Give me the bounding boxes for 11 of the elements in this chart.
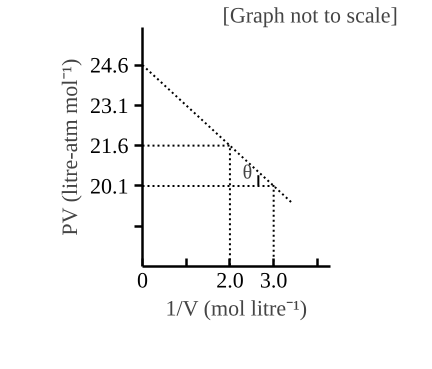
x-tick-label: 2.0 xyxy=(216,268,244,292)
y-tick-label: 24.6 xyxy=(90,52,128,78)
x-axis-title: 1/V (mol litre⁻¹) xyxy=(166,296,308,320)
x-tick-label: 3.0 xyxy=(260,268,288,292)
y-tick-label: 23.1 xyxy=(90,92,128,118)
text: [Graph not to scale] xyxy=(222,2,398,28)
x-tick-label: 0 xyxy=(137,268,148,292)
y-tick-label: 20.1 xyxy=(90,173,128,198)
y-tick-label: 21.6 xyxy=(90,133,128,158)
annotation: θ xyxy=(242,162,252,184)
y-axis-title: PV (litre-atm mol⁻¹) xyxy=(57,58,82,236)
